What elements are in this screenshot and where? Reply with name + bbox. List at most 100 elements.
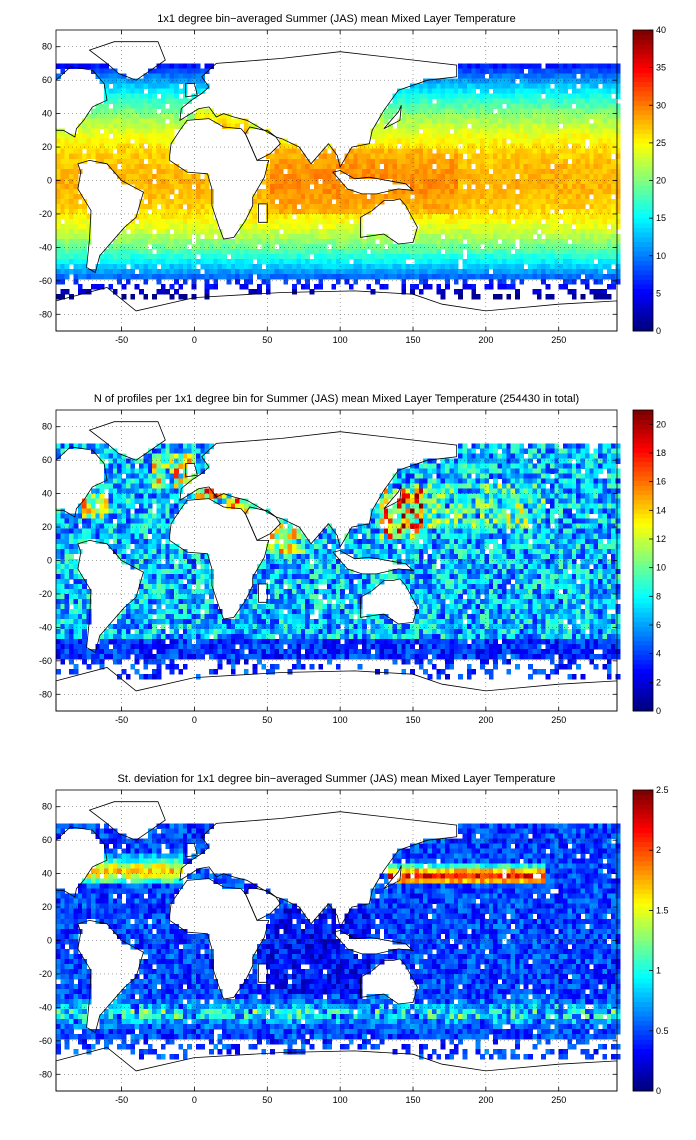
y-tick-label: -20	[39, 969, 52, 979]
coastline-australia	[360, 958, 418, 1005]
colorbar-tick-label: 18	[656, 448, 666, 458]
coastline-south-america	[77, 159, 144, 274]
y-tick-label: 20	[42, 522, 52, 532]
y-tick-label: 40	[42, 489, 52, 499]
coastline-australia	[360, 578, 418, 625]
colorbar-tick-label: 4	[656, 649, 661, 659]
coastline-eurasia	[179, 51, 458, 169]
x-tick-label: -50	[115, 715, 128, 725]
colorbar-tick-label: 25	[656, 138, 666, 148]
coastline-africa	[169, 498, 270, 620]
y-tick-label: 60	[42, 75, 52, 85]
colorbar-tick-label: 2.5	[656, 785, 669, 795]
y-tick-label: 0	[47, 176, 52, 186]
colorbar-tick-label: 2	[656, 677, 661, 687]
x-tick-label: 0	[192, 1095, 197, 1105]
coastline-south-america	[77, 539, 144, 654]
coastline-africa	[169, 878, 270, 1000]
std-deviation-map-panel: St. deviation for 1x1 degree bin−average…	[0, 760, 696, 1140]
coastline-arabia	[244, 126, 281, 161]
temperature-map-panel: 1x1 degree bin−averaged Summer (JAS) mea…	[0, 0, 696, 380]
chart-title: N of profiles per 1x1 degree bin for Sum…	[94, 393, 579, 405]
map-figure-2: St. deviation for 1x1 degree bin−average…	[39, 773, 669, 1105]
colorbar-tick-label: 0	[656, 1086, 661, 1096]
colorbar-tick-label: 20	[656, 419, 666, 429]
y-tick-label: 80	[42, 42, 52, 52]
y-tick-label: -40	[39, 622, 52, 632]
colorbar-tick-label: 15	[656, 213, 666, 223]
grid-lines	[56, 790, 617, 1091]
colorbar-tick-label: 0	[656, 706, 661, 716]
coastline-outlines	[55, 41, 618, 332]
x-tick-label: 0	[192, 715, 197, 725]
coastline-north-america	[55, 826, 108, 898]
y-tick-label: 80	[42, 422, 52, 432]
coastline-japan	[383, 105, 402, 130]
coastline-eurasia	[179, 811, 458, 929]
colorbar-tick-label: 2	[656, 845, 661, 855]
y-tick-label: -40	[39, 242, 52, 252]
x-tick-label: -50	[115, 1095, 128, 1105]
grid-lines	[56, 30, 617, 331]
coastline-greenland	[88, 41, 166, 81]
coastline-arabia	[244, 506, 281, 541]
y-tick-label: 20	[42, 142, 52, 152]
y-tick-label: 40	[42, 109, 52, 119]
y-tick-label: -80	[39, 309, 52, 319]
y-tick-label: -60	[39, 1036, 52, 1046]
y-tick-label: 60	[42, 835, 52, 845]
colorbar	[633, 410, 653, 712]
colorbar	[633, 790, 653, 1092]
colorbar-tick-label: 0.5	[656, 1026, 669, 1036]
y-tick-label: -60	[39, 656, 52, 666]
y-tick-label: 0	[47, 556, 52, 566]
coastline-africa	[169, 118, 270, 240]
coastline-japan	[383, 865, 402, 890]
y-tick-label: 40	[42, 869, 52, 879]
y-tick-label: -80	[39, 1069, 52, 1079]
colorbar-tick-label: 20	[656, 176, 666, 186]
coastline-north-america	[55, 446, 108, 518]
x-tick-label: 100	[333, 335, 348, 345]
chart-title: 1x1 degree bin−averaged Summer (JAS) mea…	[157, 13, 515, 25]
chart-title: St. deviation for 1x1 degree bin−average…	[118, 773, 556, 785]
colorbar-tick-label: 5	[656, 288, 661, 298]
x-tick-label: -50	[115, 335, 128, 345]
map-figure-0: 1x1 degree bin−averaged Summer (JAS) mea…	[39, 13, 666, 345]
colorbar-tick-label: 10	[656, 251, 666, 261]
x-tick-label: 250	[551, 715, 566, 725]
x-tick-label: 200	[478, 715, 493, 725]
coastline-greenland	[88, 801, 166, 841]
y-tick-label: -20	[39, 209, 52, 219]
grid-lines	[56, 410, 617, 711]
coastline-japan	[383, 485, 402, 510]
coastline-arabia	[244, 886, 281, 921]
x-tick-label: 150	[405, 335, 420, 345]
colorbar-tick-label: 16	[656, 477, 666, 487]
x-tick-label: 150	[405, 715, 420, 725]
x-tick-label: 250	[551, 1095, 566, 1105]
colorbar-tick-label: 8	[656, 591, 661, 601]
coastline-uk	[185, 463, 198, 478]
y-tick-label: -80	[39, 689, 52, 699]
y-tick-label: 80	[42, 802, 52, 812]
x-tick-label: 50	[262, 1095, 272, 1105]
colorbar-tick-label: 40	[656, 25, 666, 35]
x-tick-label: 200	[478, 335, 493, 345]
coastline-north-america	[55, 66, 108, 138]
y-tick-label: -20	[39, 589, 52, 599]
colorbar-tick-label: 1	[656, 966, 661, 976]
profile-count-map-panel: N of profiles per 1x1 degree bin for Sum…	[0, 380, 696, 760]
x-tick-label: 150	[405, 1095, 420, 1105]
coastline-south-america	[77, 919, 144, 1034]
colorbar-tick-label: 1.5	[656, 905, 669, 915]
x-tick-label: 0	[192, 335, 197, 345]
colorbar-tick-label: 12	[656, 534, 666, 544]
coastline-australia	[360, 198, 418, 245]
colorbar-tick-label: 30	[656, 100, 666, 110]
y-tick-label: -40	[39, 1002, 52, 1012]
x-tick-label: 200	[478, 1095, 493, 1105]
x-tick-label: 100	[333, 715, 348, 725]
y-tick-label: 60	[42, 455, 52, 465]
coastline-greenland	[88, 421, 166, 461]
